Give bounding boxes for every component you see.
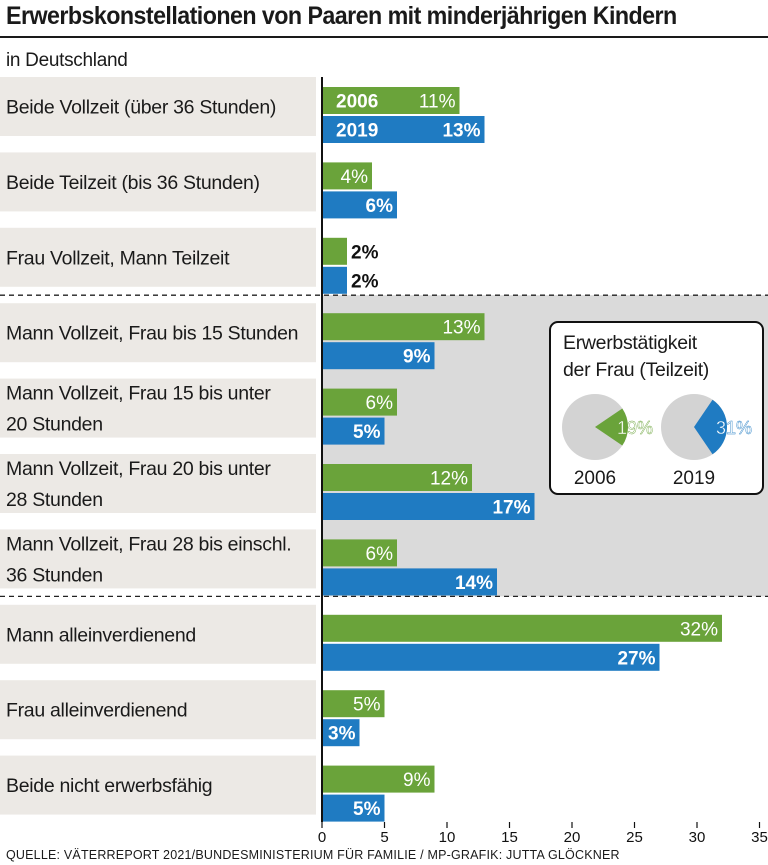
data-label: 6%: [366, 393, 394, 414]
data-label: 6%: [366, 196, 394, 217]
category-label-background: [0, 378, 316, 438]
category-label: Beide Teilzeit (bis 36 Stunden): [6, 172, 260, 194]
data-label: 14%: [455, 573, 493, 594]
bar-2006: [322, 237, 347, 265]
source-note: QUELLE: VÄTERREPORT 2021/BUNDESMINISTERI…: [6, 848, 620, 862]
bar-2006: [322, 162, 372, 190]
data-label: 17%: [492, 498, 530, 519]
x-tick-label: 0: [318, 829, 326, 846]
bar-2019: [322, 643, 660, 671]
category-label-background: [0, 529, 316, 589]
data-label: 13%: [442, 318, 480, 339]
data-label: 5%: [353, 422, 381, 443]
bar-2006: [322, 690, 385, 718]
data-label: 5%: [353, 799, 381, 820]
category-label-background: [0, 454, 316, 513]
category-label: Mann Vollzeit, Frau bis 15 Stunden: [6, 323, 298, 345]
category-label: Frau alleinverdienend: [6, 700, 187, 722]
category-label: Beide Vollzeit (über 36 Stunden): [6, 97, 276, 119]
pie-value-label: 31%: [716, 418, 752, 438]
bar-2006: [322, 464, 472, 491]
category-label: Beide nicht erwerbsfähig: [6, 775, 212, 797]
data-label: 27%: [617, 648, 655, 669]
category-label: Mann Vollzeit, Frau 20 bis unter: [6, 458, 271, 480]
bar-2006: [322, 388, 397, 416]
inset-title: der Frau (Teilzeit): [563, 359, 709, 381]
category-label-background: [0, 303, 316, 363]
category-label: 20 Stunden: [6, 414, 103, 436]
category-label-background: [0, 227, 316, 287]
bar-2006: [322, 539, 397, 567]
bar-2006: [322, 87, 460, 114]
x-tick-label: 35: [751, 829, 768, 846]
data-label: 5%: [353, 695, 381, 716]
x-tick-label: 30: [689, 829, 706, 846]
x-tick-label: 10: [439, 829, 456, 846]
data-label: 11%: [419, 92, 456, 113]
category-label-background: [0, 755, 316, 815]
category-label-background: [0, 77, 316, 136]
data-label: 4%: [341, 167, 369, 188]
bar-2019: [322, 266, 347, 294]
category-label: Mann Vollzeit, Frau 28 bis einschl.: [6, 533, 291, 555]
bar-2019: [322, 191, 397, 219]
data-label: 13%: [442, 121, 480, 142]
x-tick-label: 25: [626, 829, 643, 846]
bar-2019: [322, 342, 435, 370]
category-label: Frau Vollzeit, Mann Teilzeit: [6, 247, 230, 269]
pie-year-label: 2019: [673, 468, 715, 489]
category-label-background: [0, 680, 316, 740]
data-label: 3%: [328, 724, 356, 745]
bar-2006: [322, 765, 435, 793]
bar-2019: [322, 116, 485, 143]
bar-2019: [322, 719, 360, 747]
data-label: 32%: [680, 619, 718, 640]
pie-slice-2019: [694, 399, 728, 455]
category-label: Mann Vollzeit, Frau 15 bis unter: [6, 383, 271, 405]
pie-year-label: 2006: [574, 468, 616, 489]
category-label: Mann alleinverdienend: [6, 624, 196, 646]
pie-value-label: 19%: [617, 418, 653, 438]
chart-title: Erwerbskonstellationen von Paaren mit mi…: [6, 2, 677, 30]
x-tick-label: 5: [380, 829, 388, 846]
category-label: 36 Stunden: [6, 564, 103, 586]
category-label-background: [0, 604, 316, 664]
data-label: 12%: [430, 469, 468, 490]
bar-2019: [322, 493, 535, 520]
category-label: 28 Stunden: [6, 489, 103, 511]
x-tick-label: 20: [564, 829, 581, 846]
title-rule: [0, 36, 768, 38]
legend-year-2019: 2019: [336, 121, 378, 142]
data-label: 9%: [403, 770, 431, 791]
data-label: 6%: [366, 544, 394, 565]
chart-subtitle: in Deutschland: [6, 50, 128, 71]
bar-2006: [322, 313, 485, 341]
data-label: 2%: [351, 242, 379, 263]
data-label: 9%: [403, 347, 431, 368]
pie-slice-2006: [595, 408, 628, 446]
bar-2006: [322, 614, 722, 642]
inset-title: Erwerbstätigkeit: [563, 332, 698, 354]
data-label: 2%: [351, 271, 379, 292]
x-tick-label: 15: [501, 829, 518, 846]
category-label-background: [0, 152, 316, 212]
bar-2019: [322, 568, 497, 596]
legend-year-2006: 2006: [336, 92, 378, 113]
bar-2019: [322, 794, 385, 822]
bar-2019: [322, 417, 385, 445]
